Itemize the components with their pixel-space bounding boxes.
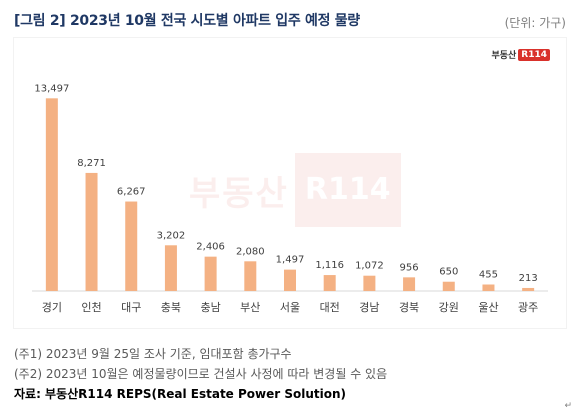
note-1: (주1) 2023년 9월 25일 조사 기준, 임대포함 총가구수 xyxy=(14,347,292,361)
bar-11 xyxy=(482,284,495,291)
category-label-7: 대전 xyxy=(320,301,340,314)
bar-9 xyxy=(403,277,416,291)
data-label-1: 8,271 xyxy=(77,158,106,169)
return-icon: ↵ xyxy=(564,401,572,411)
category-label-4: 충남 xyxy=(200,301,220,314)
logo-text: 부동산 xyxy=(491,51,517,61)
data-label-6: 1,497 xyxy=(276,255,305,266)
category-label-1: 인천 xyxy=(81,300,101,314)
category-label-12: 광주 xyxy=(518,301,538,314)
category-label-8: 경남 xyxy=(359,301,379,314)
data-label-4: 2,406 xyxy=(196,242,225,253)
data-label-10: 650 xyxy=(439,267,458,278)
category-label-5: 부산 xyxy=(240,301,260,314)
bar-chart: 13,497 경기 8,271 인천 6,267 대구 3,202 충북 2,406 충남 2,08… xyxy=(32,83,548,314)
bar-2 xyxy=(125,201,138,291)
bar-8 xyxy=(363,275,376,291)
data-label-8: 1,072 xyxy=(355,261,384,272)
data-label-7: 1,116 xyxy=(315,260,344,271)
bar-4 xyxy=(204,256,217,291)
category-label-6: 서울 xyxy=(280,301,300,314)
bar-6 xyxy=(284,269,296,291)
bar-12 xyxy=(522,287,535,291)
bar-10 xyxy=(442,281,455,291)
data-label-5: 2,080 xyxy=(236,246,265,257)
unit-label: (단위: 가구) xyxy=(504,16,566,30)
logo-badge: R114 xyxy=(518,48,550,61)
data-label-11: 455 xyxy=(479,270,498,281)
chart-title: [그림 2] 2023년 10월 전국 시도별 아파트 입주 예정 물량 xyxy=(14,13,360,29)
data-label-0: 13,497 xyxy=(34,83,69,94)
data-label-2: 6,267 xyxy=(117,187,146,198)
source-line: 자료: 부동산R114 REPS(Real Estate Power Solut… xyxy=(14,387,347,401)
category-label-2: 대구 xyxy=(121,301,141,314)
bar-3 xyxy=(164,245,177,291)
data-label-3: 3,202 xyxy=(157,230,186,241)
notes-block: (주1) 2023년 9월 25일 조사 기준, 임대포함 총가구수 (주2) … xyxy=(14,344,387,404)
bar-0 xyxy=(45,98,58,291)
category-label-3: 충북 xyxy=(161,301,181,314)
bar-7 xyxy=(323,275,336,291)
bar-5 xyxy=(244,261,257,291)
note-2: (주2) 2023년 10월은 예정물량이므로 건설사 사정에 따라 변경될 수… xyxy=(14,367,388,381)
category-label-10: 강원 xyxy=(439,301,459,314)
category-label-0: 경기 xyxy=(42,301,62,314)
category-label-9: 경북 xyxy=(399,301,419,314)
brand-logo: 부동산 R114 xyxy=(491,48,550,61)
data-label-12: 213 xyxy=(519,273,538,284)
bar-1 xyxy=(85,172,98,291)
data-label-9: 956 xyxy=(400,262,419,273)
chart-area: 부동산 R114 부동산 R114 13,497 경기 8,271 인천 6,267 대구… xyxy=(14,38,566,328)
category-label-11: 울산 xyxy=(478,301,498,314)
